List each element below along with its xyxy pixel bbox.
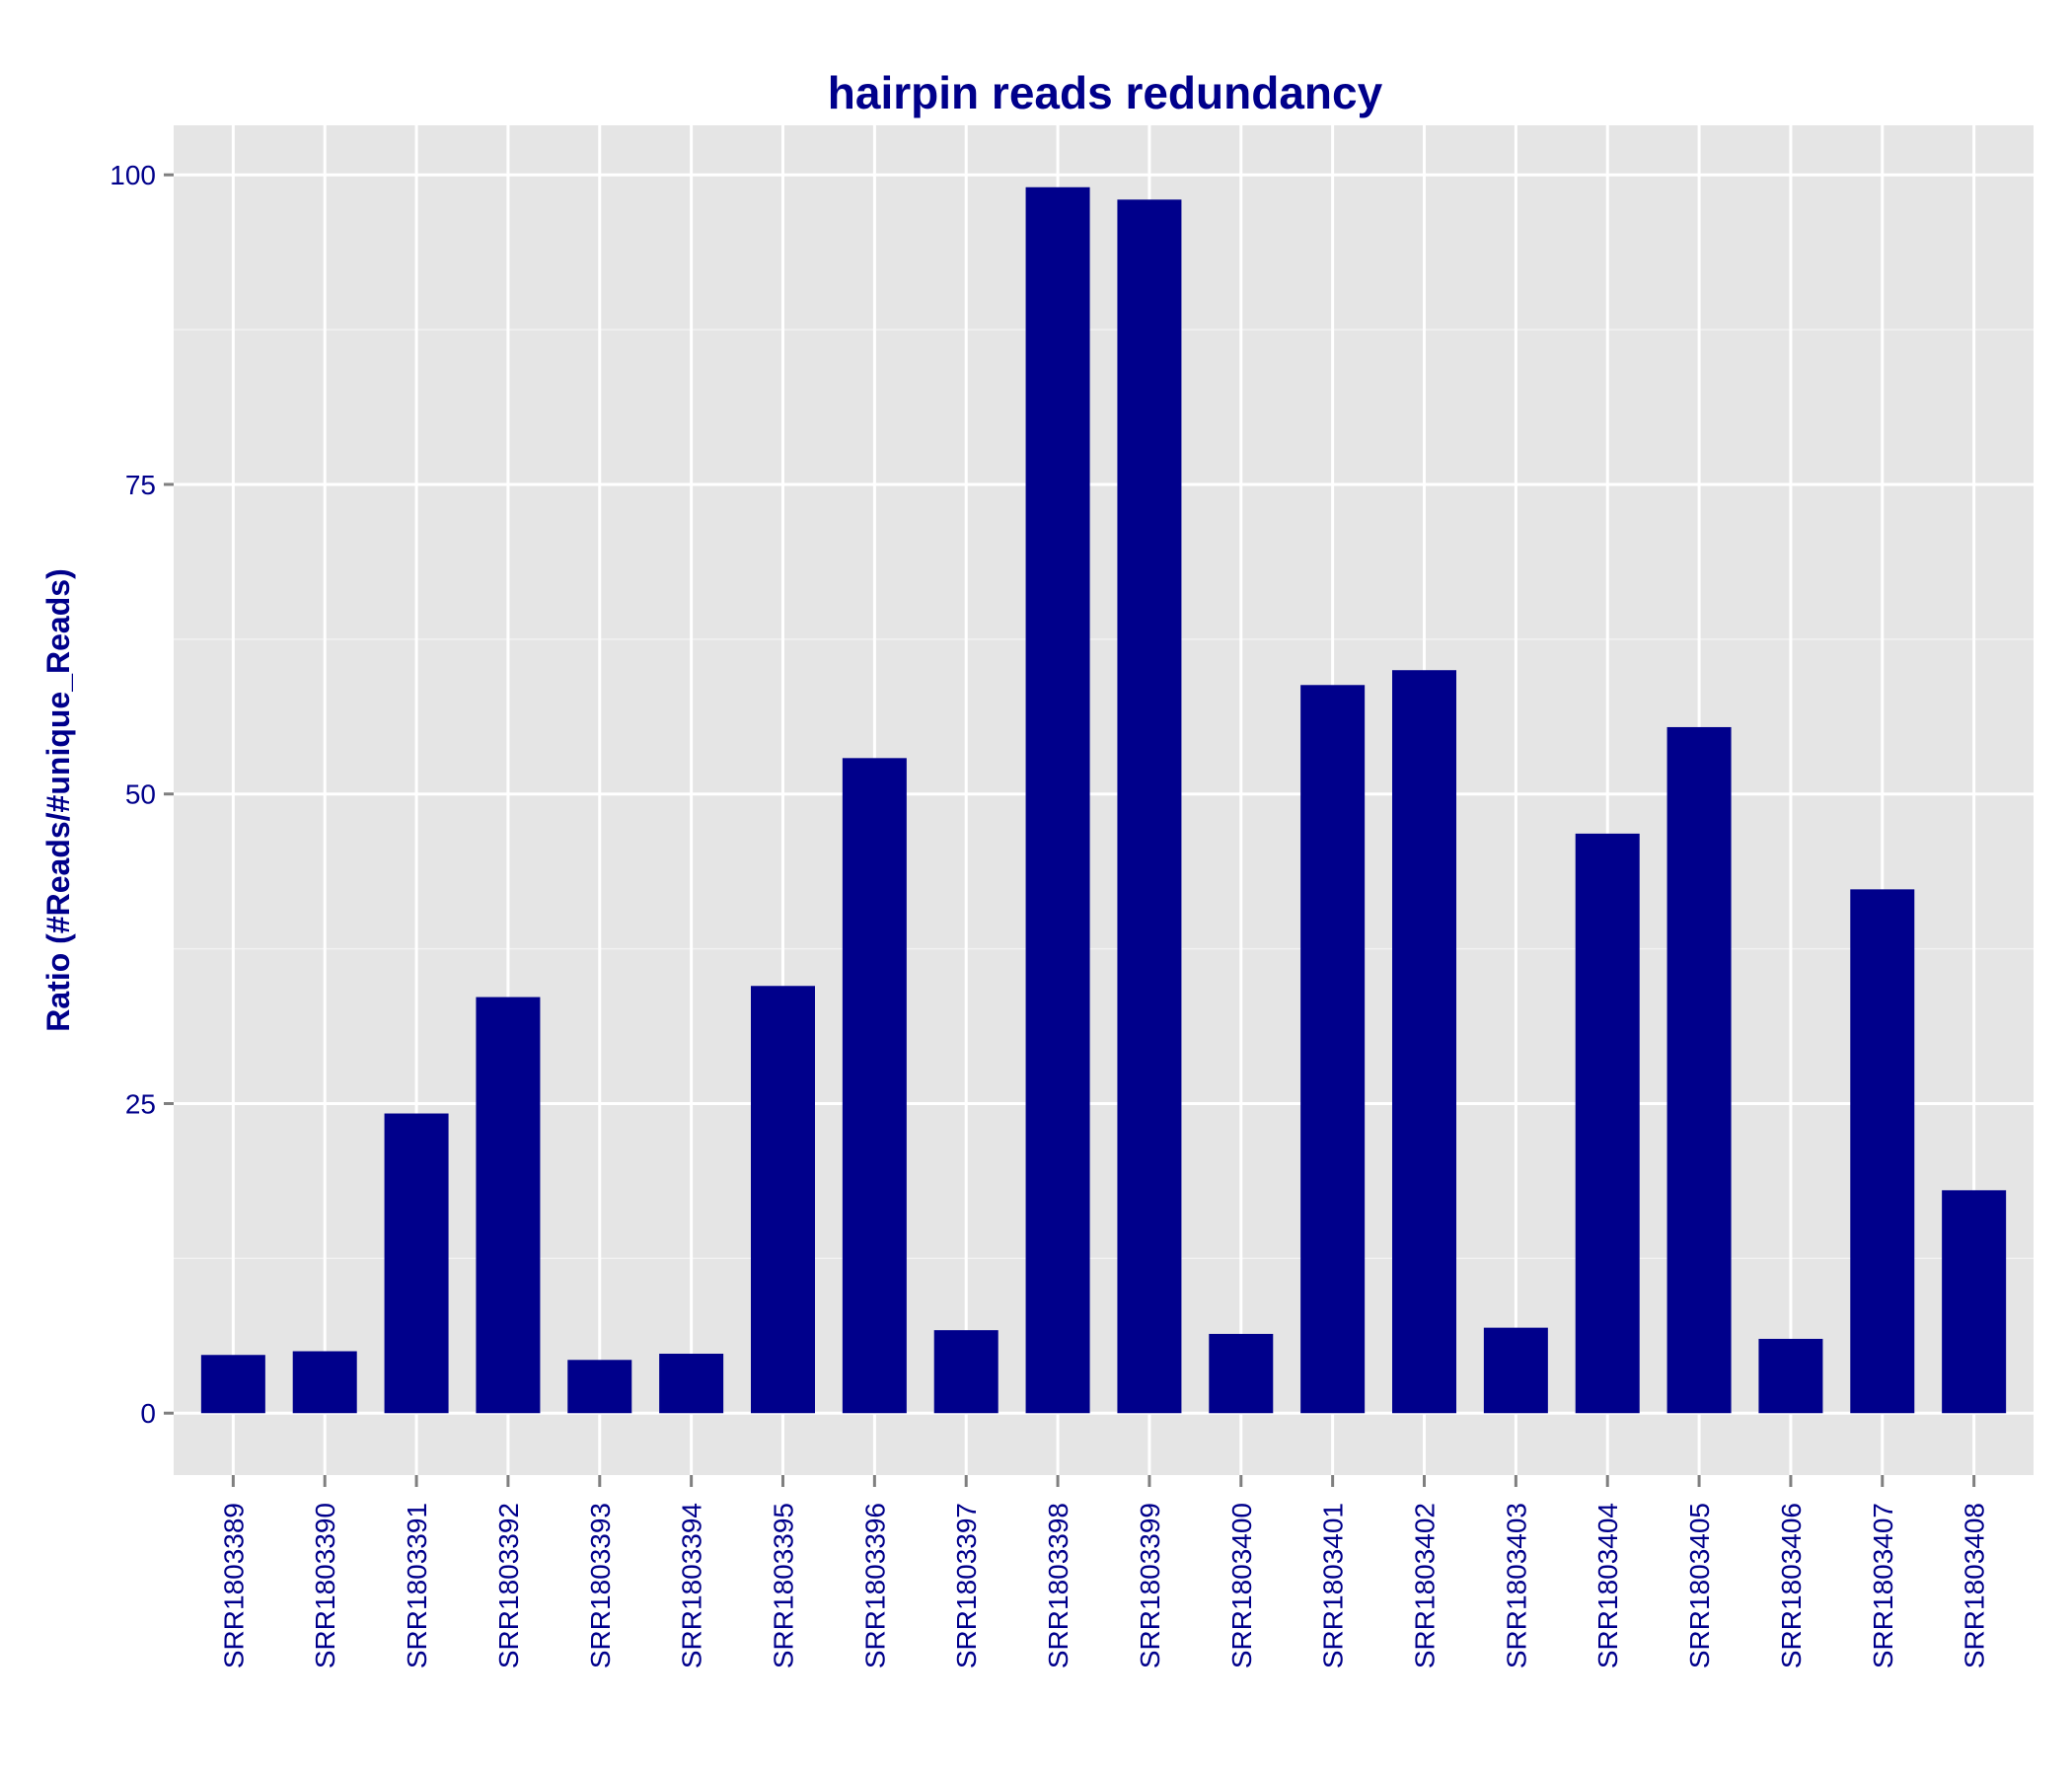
x-tick-label: SRR1803393 [585, 1503, 616, 1668]
x-tick-label: SRR1803407 [1868, 1503, 1898, 1668]
x-tick-label: SRR1803392 [493, 1503, 524, 1668]
bar-SRR1803397 [933, 1330, 999, 1414]
bar-SRR1803396 [842, 758, 907, 1414]
x-tick-label: SRR1803391 [402, 1503, 432, 1668]
bar-SRR1803408 [1942, 1190, 2007, 1414]
bar-SRR1803401 [1300, 685, 1366, 1414]
bar-SRR1803404 [1575, 833, 1640, 1414]
bar-SRR1803403 [1483, 1327, 1548, 1414]
x-tick-label: SRR1803396 [859, 1503, 890, 1668]
y-tick-label: 25 [125, 1088, 156, 1119]
bar-SRR1803392 [476, 997, 541, 1414]
x-tick-label: SRR1803403 [1501, 1503, 1531, 1668]
plot-panel [174, 125, 2034, 1475]
y-tick-label: 75 [125, 470, 156, 500]
bar-SRR1803394 [659, 1354, 724, 1414]
x-tick-label: SRR1803395 [769, 1503, 799, 1668]
x-tick-label: SRR1803404 [1592, 1503, 1623, 1668]
bar-SRR1803405 [1666, 726, 1732, 1414]
x-tick-label: SRR1803406 [1776, 1503, 1807, 1668]
bar-SRR1803407 [1850, 889, 1915, 1414]
bar-SRR1803402 [1392, 670, 1456, 1414]
bar-SRR1803406 [1758, 1338, 1823, 1414]
x-tick-label: SRR1803399 [1135, 1503, 1165, 1668]
chart-title: hairpin reads redundancy [828, 67, 1383, 118]
y-tick-label: 100 [110, 160, 156, 190]
x-tick-label: SRR1803390 [310, 1503, 340, 1668]
x-tick-label: SRR1803405 [1684, 1503, 1715, 1668]
y-tick-label: 50 [125, 779, 156, 810]
bar-SRR1803399 [1117, 199, 1182, 1414]
x-axis: SRR1803389 SRR1803390 SRR1803391 SRR1803392… [218, 1475, 1990, 1668]
bars [200, 186, 2007, 1414]
bar-SRR1803389 [200, 1355, 265, 1414]
bar-SRR1803400 [1209, 1333, 1274, 1414]
x-tick-label: SRR1803394 [677, 1503, 707, 1668]
x-tick-label: SRR1803401 [1318, 1503, 1349, 1668]
x-tick-label: SRR1803408 [1960, 1503, 1990, 1668]
y-axis-label: Ratio (#Reads/#unique_Reads) [40, 568, 76, 1031]
bar-SRR1803390 [292, 1351, 357, 1414]
bar-SRR1803398 [1025, 186, 1090, 1414]
x-tick-label: SRR1803398 [1043, 1503, 1073, 1668]
y-tick-label: 0 [140, 1398, 156, 1429]
x-tick-label: SRR1803389 [218, 1503, 249, 1668]
x-tick-label: SRR1803402 [1410, 1503, 1441, 1668]
bar-SRR1803391 [384, 1113, 449, 1414]
y-axis: 0 25 50 75 100 [110, 160, 174, 1429]
x-tick-label: SRR1803397 [951, 1503, 982, 1668]
x-tick-label: SRR1803400 [1226, 1503, 1257, 1668]
bar-SRR1803395 [751, 986, 815, 1414]
bar-SRR1803393 [567, 1360, 632, 1414]
